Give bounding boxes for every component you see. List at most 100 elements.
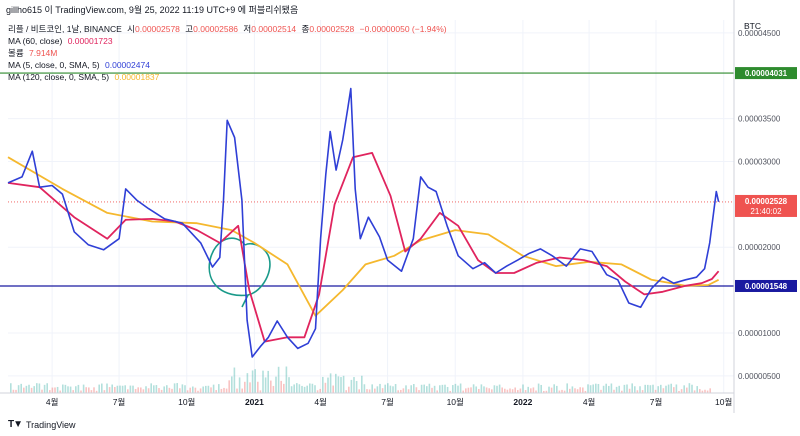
volume-bar: [259, 390, 262, 393]
y-tick-label: 0.00001000: [738, 329, 781, 338]
volume-bar: [696, 386, 698, 393]
volume-bar: [439, 385, 441, 393]
low-value: 0.00002514: [251, 24, 297, 34]
x-tick-label: 10월: [715, 397, 732, 407]
volume-bar: [418, 390, 420, 393]
volume-bar: [569, 388, 571, 393]
time-axis[interactable]: 4월 7월 10월 2021 4월 7월 10월 2022 4월 7월 10월: [0, 392, 734, 407]
volume-bar: [641, 390, 644, 393]
volume-bar: [238, 377, 241, 393]
open-value: 0.00002578: [135, 24, 180, 34]
volume-bar: [192, 386, 194, 393]
volume-bar: [290, 386, 293, 393]
volume-bar: [587, 384, 589, 393]
x-tick-label: 7월: [381, 397, 394, 407]
volume-bar: [506, 389, 509, 393]
volume-bar: [519, 388, 522, 393]
volume-bar: [322, 376, 324, 393]
horizontal-lines[interactable]: 0.00004031 0.00001548: [0, 67, 797, 292]
volume-bar: [103, 390, 106, 393]
volume-bar: [667, 384, 670, 393]
volume-bar: [173, 383, 176, 393]
tradingview-logo-icon: T▼: [8, 419, 23, 430]
volume-bar: [397, 390, 399, 393]
volume-bar: [207, 385, 210, 393]
volume-bar: [618, 385, 620, 393]
volume-bar: [249, 382, 251, 393]
volume-bar: [621, 390, 623, 393]
volume-bar: [371, 384, 373, 393]
volume-bar: [186, 390, 189, 393]
volume-bar: [101, 383, 103, 393]
volume-bar: [514, 387, 516, 393]
volume-bar: [582, 387, 584, 393]
volume-bar: [535, 390, 537, 393]
volume-bar: [589, 385, 592, 393]
volume-bar: [701, 390, 704, 393]
volume-bar: [431, 387, 433, 393]
volume-bar: [197, 390, 199, 393]
volume-bar: [670, 383, 672, 393]
volume-bar: [212, 384, 215, 393]
volume-bar: [218, 384, 220, 393]
volume-bar: [303, 386, 306, 393]
volume-bar: [220, 388, 223, 393]
ma120-legend[interactable]: MA (120, close, 0, SMA, 5) 0.00001837: [8, 72, 162, 82]
volume-bar: [69, 386, 72, 393]
ma5-legend[interactable]: MA (5, close, 0, SMA, 5) 0.00002474: [8, 60, 153, 70]
current-price-label-bg: [735, 194, 797, 217]
ma120-value: 0.00001837: [114, 72, 160, 82]
volume-bar: [95, 390, 98, 393]
volume-bar: [160, 389, 163, 393]
ma60-legend[interactable]: MA (60, close) 0.00001723: [8, 36, 116, 46]
volume-bar: [202, 386, 204, 393]
volume-bar: [446, 386, 449, 393]
volume-bar: [228, 380, 230, 393]
volume-bar: [623, 384, 626, 393]
volume-bar: [522, 384, 524, 393]
volume-bar: [298, 384, 301, 393]
volume-bar: [561, 389, 563, 393]
volume-bar: [41, 389, 43, 393]
volume-bar: [683, 385, 685, 393]
high-label: 고: [185, 24, 194, 34]
volume-bar: [80, 390, 82, 393]
volume-bar: [51, 387, 54, 393]
volume-bar: [163, 386, 165, 393]
volume-bar: [706, 390, 709, 393]
volume-bar: [64, 384, 67, 393]
volume-bar: [527, 386, 529, 393]
volume-bar: [155, 385, 158, 393]
volume-bar: [420, 384, 423, 393]
volume-bar: [571, 386, 574, 393]
volume-bar: [23, 387, 25, 393]
footer-brand[interactable]: T▼ TradingView: [8, 419, 76, 430]
ma60-label: MA (60, close): [8, 36, 63, 46]
low-label: 저: [243, 24, 252, 34]
grid: [8, 20, 734, 393]
volume-bar: [428, 383, 431, 393]
volume-bar: [75, 386, 77, 393]
x-tick-label: 2022: [513, 397, 532, 407]
volume-bar: [124, 385, 126, 393]
volume-bar: [366, 389, 368, 393]
volume-bars: [10, 366, 711, 393]
volume-bar: [691, 384, 693, 393]
volume-bar: [475, 386, 477, 393]
volume-bar: [72, 390, 74, 393]
volume-bar: [205, 385, 207, 393]
x-tick-label: 4월: [46, 397, 59, 407]
volume-bar: [665, 385, 667, 393]
volume-bar: [488, 388, 490, 393]
y-tick-label: 0.00002000: [738, 243, 781, 252]
volume-bar: [550, 387, 553, 393]
volume-bar: [608, 385, 610, 393]
volume-bar: [85, 387, 87, 393]
volume-bar: [129, 385, 132, 393]
volume-bar: [680, 389, 683, 393]
volume-bar: [244, 381, 246, 393]
volume-bar: [699, 389, 701, 393]
volume-legend[interactable]: 볼륨 7.914M: [8, 48, 60, 58]
